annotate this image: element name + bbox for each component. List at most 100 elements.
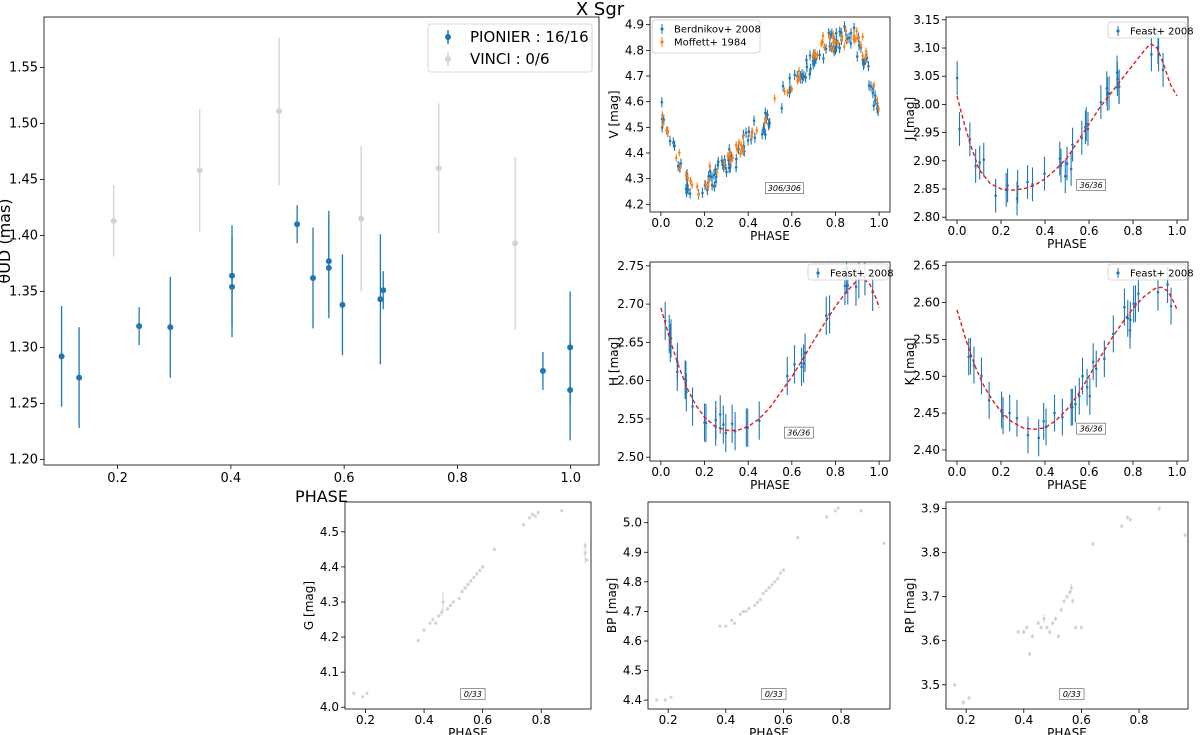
data-point (1129, 318, 1132, 322)
series-K-0 (967, 266, 1173, 457)
y-tick-label: 3.10 (913, 41, 940, 55)
series-H-0 (663, 262, 875, 453)
data-point (1059, 608, 1063, 612)
data-point (725, 170, 728, 174)
data-point (770, 583, 774, 587)
x-tick-label: 0.8 (826, 465, 845, 479)
data-point (686, 176, 690, 180)
data-point (352, 691, 356, 695)
data-point (834, 31, 838, 35)
data-point (1103, 357, 1106, 361)
data-point (1161, 68, 1165, 72)
data-point (764, 111, 767, 115)
legend-K: Feast+ 2008 (1107, 263, 1194, 281)
data-point (788, 89, 792, 93)
data-point (802, 362, 805, 365)
legend-marker-point (816, 271, 820, 275)
y-tick-label: 4.7 (625, 69, 644, 83)
data-point (585, 558, 589, 562)
data-point (1074, 625, 1078, 630)
data-point (955, 76, 959, 80)
data-point (1123, 305, 1126, 309)
data-point (844, 29, 847, 32)
data-point (1105, 87, 1109, 90)
data-point (747, 130, 751, 134)
data-point (972, 363, 976, 367)
x-tick-label: 0.4 (415, 713, 434, 727)
figure-title: X Sgr (576, 0, 625, 20)
x-tick-label: 0.8 (1129, 713, 1148, 727)
legend-H: Feast+ 2008 (807, 263, 894, 281)
data-point (961, 700, 965, 704)
data-point (836, 41, 840, 45)
data-point (1042, 420, 1045, 423)
data-point (1045, 625, 1049, 630)
data-point (808, 54, 812, 57)
data-point (710, 175, 714, 179)
fit-curve (660, 278, 880, 432)
data-point (747, 606, 751, 611)
y-tick-label: 4.0 (320, 700, 339, 714)
y-tick-label: 2.40 (913, 443, 940, 457)
axes-frame-diam (43, 16, 600, 466)
data-point (1059, 164, 1063, 167)
data-point (829, 46, 833, 49)
data-point (842, 45, 846, 48)
data-point (708, 164, 712, 168)
count-badge-K: 36/36 (1076, 422, 1106, 435)
data-point (958, 127, 961, 131)
data-point (796, 79, 799, 82)
data-point (1069, 586, 1073, 590)
data-point (718, 624, 722, 628)
data-point (1031, 183, 1034, 186)
data-point (741, 135, 745, 139)
data-point (661, 114, 664, 117)
data-point (852, 26, 856, 30)
data-point (809, 67, 812, 71)
data-point (583, 544, 587, 548)
data-point (196, 167, 203, 174)
data-point (978, 161, 982, 164)
count-badge-box (783, 426, 814, 439)
y-tick-label: 3.9 (921, 502, 940, 516)
data-point (466, 582, 470, 587)
data-point (110, 217, 117, 224)
x-axis-label: PHASE (750, 229, 790, 243)
data-point (1025, 625, 1029, 630)
data-point (739, 143, 743, 147)
data-point (783, 90, 786, 93)
data-point (994, 194, 997, 197)
axes-frame-V (649, 16, 891, 213)
legend-J: Feast+ 2008 (1107, 21, 1194, 39)
data-point (735, 157, 738, 161)
data-point (854, 285, 858, 289)
data-point (1036, 621, 1040, 625)
data-point (982, 158, 986, 161)
data-point (773, 580, 777, 584)
data-point (797, 69, 801, 73)
data-point (1120, 524, 1124, 528)
data-point (732, 621, 737, 625)
y-tick-label: 2.70 (617, 297, 644, 311)
data-point (753, 136, 757, 139)
count-badge-H: 36/36 (783, 426, 814, 439)
data-point (861, 58, 864, 62)
legend-box (427, 23, 593, 73)
data-point (1048, 630, 1052, 634)
data-point (855, 29, 859, 33)
data-point (788, 76, 792, 80)
data-point (460, 589, 464, 594)
legend-marker-point (445, 34, 451, 40)
data-point (469, 579, 473, 583)
data-point (1022, 630, 1026, 634)
data-point (796, 535, 800, 540)
data-point (360, 695, 365, 699)
data-point (377, 296, 384, 303)
x-tick-label: 1.0 (1167, 465, 1186, 479)
count-badge-text: 0/33 (464, 690, 482, 699)
data-point (686, 188, 690, 191)
data-point (1027, 652, 1032, 656)
data-point (685, 390, 688, 394)
data-point (1166, 283, 1169, 286)
data-point (690, 183, 694, 187)
